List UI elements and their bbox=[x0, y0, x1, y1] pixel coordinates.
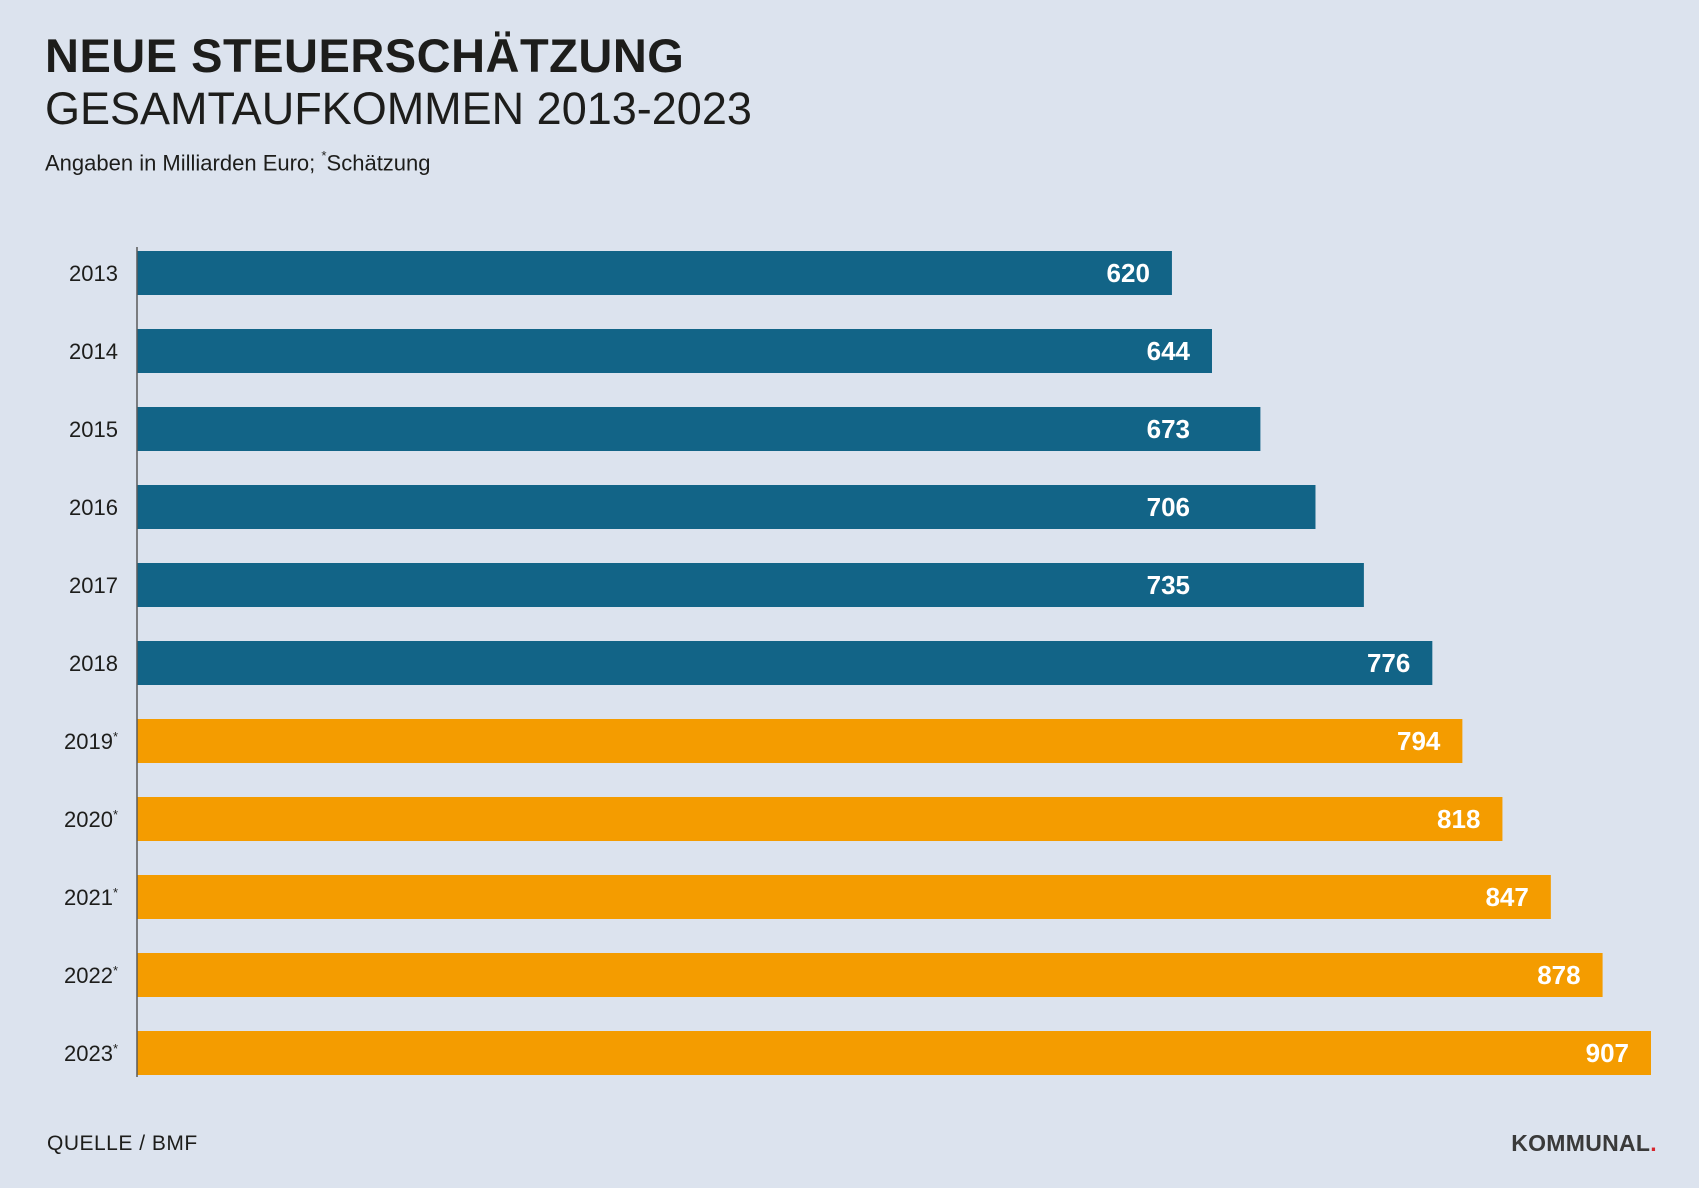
y-tick-2017: 2017 bbox=[69, 573, 118, 598]
y-tick-2019: 2019* bbox=[64, 729, 118, 754]
data-label-2016: 706 bbox=[1147, 492, 1190, 522]
data-label-2014: 644 bbox=[1147, 336, 1191, 366]
data-label-2018: 776 bbox=[1367, 648, 1410, 678]
unit-note-text: Angaben in Milliarden Euro; bbox=[45, 150, 316, 176]
y-tick-2023: 2023* bbox=[64, 1041, 118, 1066]
estimate-marker: * bbox=[321, 148, 327, 163]
logo-dot: . bbox=[1650, 1130, 1657, 1156]
y-tick-marker-2020: * bbox=[113, 807, 118, 822]
bar-2014 bbox=[137, 329, 1212, 373]
bar-2023 bbox=[137, 1031, 1651, 1075]
data-label-2015: 673 bbox=[1147, 414, 1190, 444]
data-label-2021: 847 bbox=[1485, 882, 1528, 912]
bar-2017 bbox=[137, 563, 1364, 607]
bar-2018 bbox=[137, 641, 1433, 685]
bar-chart: 620 2013 644 2014 673 2015 706 2016 735 2017 776 20… bbox=[64, 247, 1651, 1077]
y-tick-marker-2019: * bbox=[113, 729, 118, 744]
bar-2021 bbox=[137, 875, 1551, 919]
y-tick-2020: 2020* bbox=[64, 807, 118, 832]
bar-2016 bbox=[137, 485, 1316, 529]
bar-2020 bbox=[137, 797, 1503, 841]
y-tick-2013: 2013 bbox=[69, 261, 118, 286]
bar-2022 bbox=[137, 953, 1603, 997]
chart-subtitle: GESAMTAUFKOMMEN 2013-2023 bbox=[45, 83, 752, 134]
y-tick-2015: 2015 bbox=[69, 417, 118, 442]
unit-note: Angaben in Milliarden Euro; *Schätzung bbox=[45, 148, 431, 176]
data-label-2013: 620 bbox=[1107, 258, 1150, 288]
y-tick-2021: 2021* bbox=[64, 885, 118, 910]
data-label-2019: 794 bbox=[1397, 726, 1441, 756]
chart-title: NEUE STEUERSCHÄTZUNG bbox=[45, 29, 685, 82]
y-tick-2014: 2014 bbox=[69, 339, 118, 364]
y-tick-2016: 2016 bbox=[69, 495, 118, 520]
data-label-2020: 818 bbox=[1437, 804, 1480, 834]
kommunal-logo: KOMMUNAL. bbox=[1511, 1130, 1657, 1157]
bar-2019 bbox=[137, 719, 1463, 763]
source-label: QUELLE / BMF bbox=[47, 1132, 198, 1155]
y-tick-2022: 2022* bbox=[64, 963, 118, 988]
y-tick-marker-2023: * bbox=[113, 1041, 118, 1056]
y-tick-marker-2021: * bbox=[113, 885, 118, 900]
data-label-2022: 878 bbox=[1537, 960, 1580, 990]
estimate-note-text: Schätzung bbox=[326, 150, 431, 176]
logo-text: KOMMUNAL bbox=[1511, 1130, 1651, 1156]
bar-2015 bbox=[137, 407, 1261, 451]
data-label-2017: 735 bbox=[1147, 570, 1190, 600]
y-tick-marker-2022: * bbox=[113, 963, 118, 978]
bar-2013 bbox=[137, 251, 1172, 295]
data-label-2023: 907 bbox=[1586, 1038, 1629, 1068]
y-tick-2018: 2018 bbox=[69, 651, 118, 676]
